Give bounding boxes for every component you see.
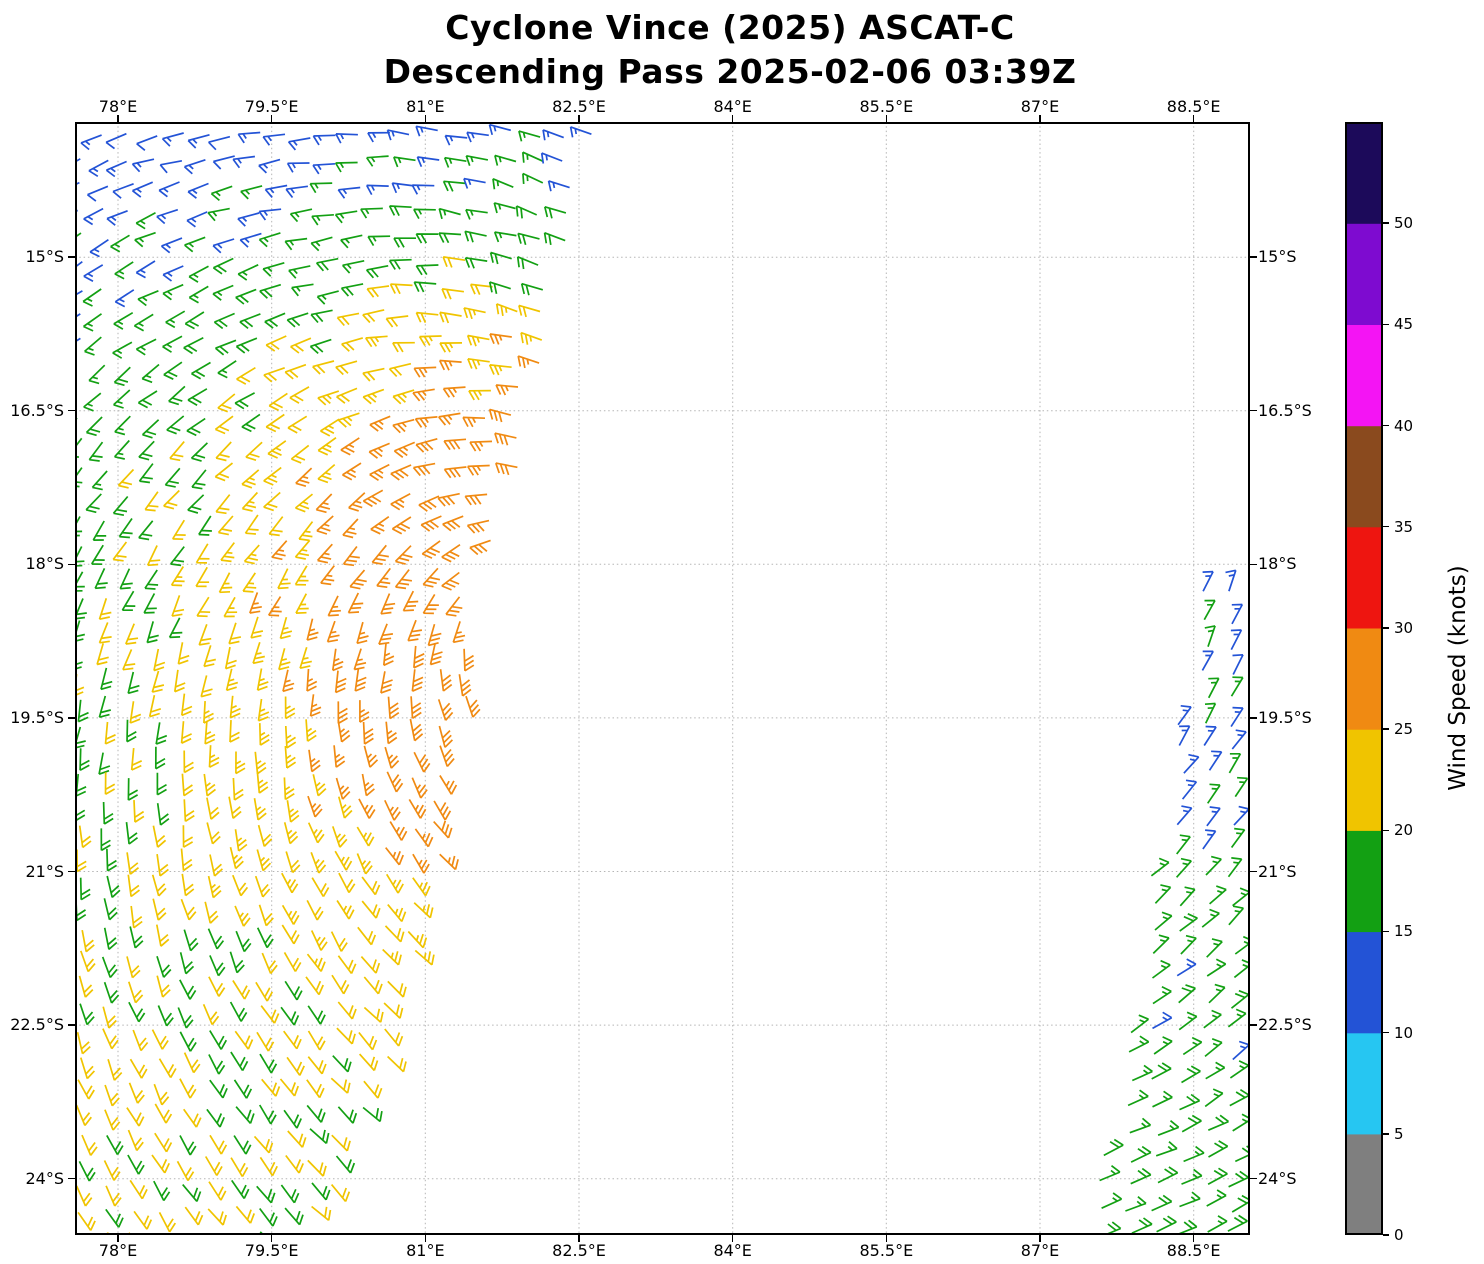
y-tick-label-left: 21°S [25,861,64,881]
y-tick-label-right: 16.5°S [1258,400,1312,420]
y-tick-mark-right [1250,1177,1257,1180]
colorbar-tick-mark [1383,323,1389,326]
y-tick-label-right: 15°S [1258,247,1297,267]
colorbar-tick-label: 20 [1394,821,1414,840]
colorbar-tick-label: 5 [1394,1124,1404,1143]
x-tick-mark-bottom [1192,1235,1195,1242]
y-tick-mark-left [68,1177,75,1180]
x-tick-mark-top [731,115,734,122]
colorbar-tick-label: 30 [1394,618,1414,637]
x-tick-label-top: 79.5°E [244,97,299,116]
y-tick-mark-left [68,409,75,412]
y-tick-label-left: 18°S [25,554,64,574]
x-tick-mark-top [578,115,580,122]
x-tick-label-bottom: 88.5°E [1166,1241,1221,1260]
x-tick-mark-bottom [885,1235,888,1242]
colorbar-tick-mark [1383,525,1389,528]
chart-title-line1: Cyclone Vince (2025) ASCAT-C [445,8,1015,47]
colorbar-canvas [1345,122,1383,1236]
y-tick-mark-right [1250,409,1257,412]
colorbar-tick-mark [1383,1234,1389,1236]
x-tick-label-top: 84°E [713,97,752,116]
y-tick-label-left: 15°S [25,247,64,267]
x-tick-mark-bottom [117,1235,119,1242]
x-tick-label-top: 87°E [1020,97,1060,116]
x-tick-label-bottom: 81°E [406,1241,445,1260]
colorbar-tick-label: 40 [1394,416,1414,435]
x-tick-mark-bottom [424,1235,427,1242]
y-tick-mark-right [1250,717,1257,719]
x-tick-label-top: 88.5°E [1166,97,1221,116]
chart-title: Cyclone Vince (2025) ASCAT-C Descending … [0,6,1460,94]
y-tick-label-right: 18°S [1258,554,1297,574]
x-tick-label-bottom: 85.5°E [859,1241,914,1260]
y-tick-mark-left [68,717,75,719]
y-tick-label-left: 16.5°S [10,400,64,420]
y-tick-label-right: 21°S [1258,861,1297,881]
colorbar-tick-mark [1383,728,1389,730]
colorbar-tick-label: 0 [1394,1226,1404,1244]
y-tick-label-right: 24°S [1258,1168,1297,1188]
x-tick-label-bottom: 84°E [713,1241,752,1260]
x-tick-mark-bottom [1039,1235,1041,1242]
x-tick-mark-top [1039,115,1041,122]
x-tick-label-bottom: 87°E [1020,1241,1060,1260]
x-tick-mark-top [885,115,888,122]
x-tick-mark-top [1192,115,1195,122]
colorbar-tick-mark [1383,1133,1389,1135]
y-tick-label-right: 22.5°S [1258,1015,1312,1035]
x-tick-label-top: 85.5°E [859,97,914,116]
chart-title-line2: Descending Pass 2025-02-06 03:39Z [383,52,1077,91]
y-tick-mark-left [68,1024,75,1026]
x-tick-mark-top [117,115,119,122]
plot-canvas [55,122,1256,1256]
x-tick-label-top: 81°E [406,97,445,116]
x-tick-label-bottom: 78°E [98,1241,138,1260]
y-tick-label-left: 24°S [25,1168,64,1188]
colorbar-tick-mark [1383,829,1389,832]
colorbar-tick-mark [1383,222,1389,224]
y-tick-label-left: 22.5°S [10,1015,64,1035]
y-tick-label-left: 19.5°S [10,707,64,727]
colorbar-tick-mark [1383,627,1389,629]
x-tick-mark-bottom [578,1235,580,1242]
x-tick-mark-top [270,115,273,122]
wind-barb-plot [55,122,1256,1256]
colorbar-tick-label: 50 [1394,214,1414,233]
colorbar-tick-label: 35 [1394,517,1414,536]
y-tick-mark-right [1250,1024,1257,1026]
x-tick-label-top: 82.5°E [552,97,606,116]
colorbar-tick-label: 10 [1394,1023,1414,1042]
colorbar-tick-mark [1383,1031,1389,1034]
colorbar-tick-mark [1383,930,1389,933]
x-tick-mark-top [424,115,427,122]
colorbar-tick-label: 45 [1394,315,1414,334]
colorbar-tick-label: 25 [1394,720,1414,739]
y-tick-mark-right [1250,563,1257,566]
y-tick-label-right: 19.5°S [1258,707,1312,727]
x-tick-mark-bottom [270,1235,273,1242]
y-tick-mark-left [68,256,75,258]
x-tick-label-top: 78°E [98,97,138,116]
x-tick-mark-bottom [731,1235,734,1242]
y-tick-mark-left [68,563,75,566]
x-tick-label-bottom: 82.5°E [552,1241,606,1260]
colorbar-tick-mark [1383,424,1389,427]
y-tick-mark-right [1250,870,1257,873]
colorbar-label: Wind Speed (knots) [1445,565,1471,791]
colorbar [1345,122,1383,1236]
y-tick-mark-left [68,870,75,873]
colorbar-tick-label: 15 [1394,922,1414,941]
y-tick-mark-right [1250,256,1257,258]
x-tick-label-bottom: 79.5°E [244,1241,299,1260]
